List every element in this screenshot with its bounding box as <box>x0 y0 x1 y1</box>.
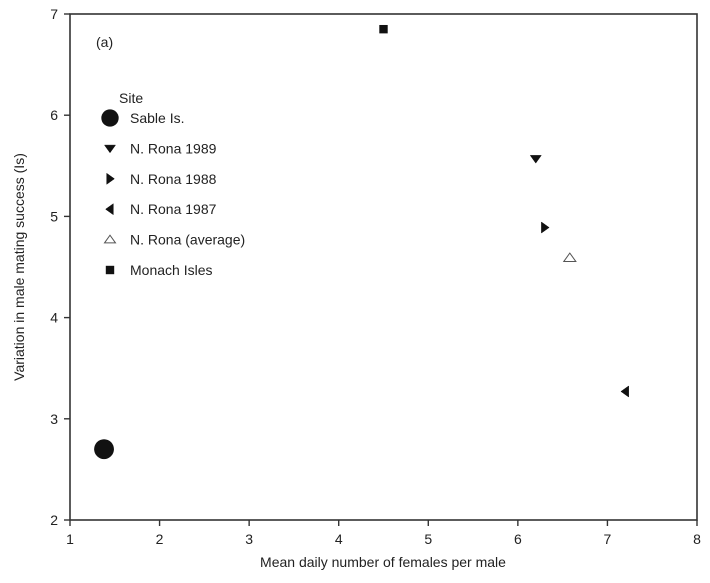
panel-label: (a) <box>96 34 113 50</box>
y-tick-label: 2 <box>50 512 58 528</box>
legend-entry-label: Monach Isles <box>130 262 212 278</box>
x-axis-label: Mean daily number of females per male <box>260 554 506 570</box>
y-tick-label: 7 <box>50 6 58 22</box>
plot-frame <box>69 13 698 521</box>
legend-marker <box>104 144 116 154</box>
legend-marker <box>106 172 115 185</box>
data-points <box>94 24 629 460</box>
axis-ticks <box>64 13 698 526</box>
y-tick-label: 3 <box>50 411 58 427</box>
x-tick-label: 7 <box>604 531 612 547</box>
legend-entry-label: N. Rona 1987 <box>130 201 217 217</box>
x-tick-label: 1 <box>66 531 74 547</box>
data-point <box>541 221 550 234</box>
legend-marker <box>105 203 114 216</box>
data-point <box>94 439 114 460</box>
legend-entry-label: N. Rona (average) <box>130 232 245 248</box>
data-point <box>529 155 542 164</box>
data-point <box>562 252 577 263</box>
x-tick-label: 8 <box>693 531 701 547</box>
legend-entry-label: N. Rona 1988 <box>130 171 217 187</box>
legend-entry-label: Sable Is. <box>130 110 184 126</box>
data-point <box>620 385 629 398</box>
legend-marker <box>105 265 115 275</box>
y-tick-label: 6 <box>50 107 58 123</box>
y-tick-label: 5 <box>50 208 58 224</box>
y-axis-label: Variation in male mating success (Is) <box>11 153 27 381</box>
legend-marker <box>103 234 117 244</box>
legend-marker <box>101 109 119 127</box>
x-tick-label: 2 <box>156 531 164 547</box>
legend: Sable Is. N. Rona 1989 N. Rona 1988 N. Rona… <box>101 109 245 278</box>
y-tick-label: 4 <box>50 310 58 326</box>
x-tick-label: 6 <box>514 531 522 547</box>
x-tick-label: 5 <box>424 531 432 547</box>
legend-title: Site <box>119 90 143 106</box>
x-tick-label: 4 <box>335 531 343 547</box>
data-point <box>379 24 388 34</box>
legend-entry-label: N. Rona 1989 <box>130 140 217 156</box>
x-tick-label: 3 <box>245 531 253 547</box>
